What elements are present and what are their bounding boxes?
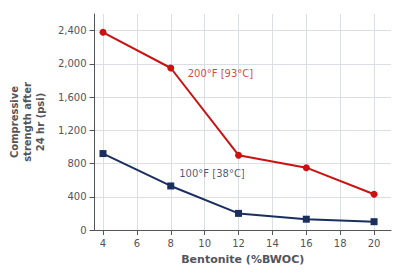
svg-text:16: 16: [300, 238, 313, 249]
svg-text:20: 20: [368, 238, 381, 249]
svg-text:800: 800: [67, 158, 86, 169]
svg-text:1,600: 1,600: [58, 92, 87, 103]
svg-text:10: 10: [198, 238, 211, 249]
svg-text:400: 400: [67, 191, 86, 202]
svg-text:8: 8: [168, 238, 174, 249]
svg-text:1,200: 1,200: [58, 125, 87, 136]
svg-text:24 hr (psi): 24 hr (psi): [35, 93, 46, 152]
svg-text:18: 18: [334, 238, 347, 249]
svg-text:12: 12: [232, 238, 245, 249]
svg-text:Bentonite (%BWOC): Bentonite (%BWOC): [181, 253, 304, 266]
svg-text:200°F [93°C]: 200°F [93°C]: [188, 68, 254, 79]
svg-text:2,000: 2,000: [58, 58, 87, 69]
svg-text:strength after: strength after: [22, 82, 33, 162]
svg-text:14: 14: [266, 238, 279, 249]
svg-text:100°F [38°C]: 100°F [38°C]: [179, 168, 245, 179]
svg-text:2,400: 2,400: [58, 25, 87, 36]
svg-text:0: 0: [80, 225, 86, 236]
svg-text:4: 4: [100, 238, 106, 249]
svg-text:Compressive: Compressive: [9, 86, 20, 158]
svg-text:6: 6: [134, 238, 140, 249]
